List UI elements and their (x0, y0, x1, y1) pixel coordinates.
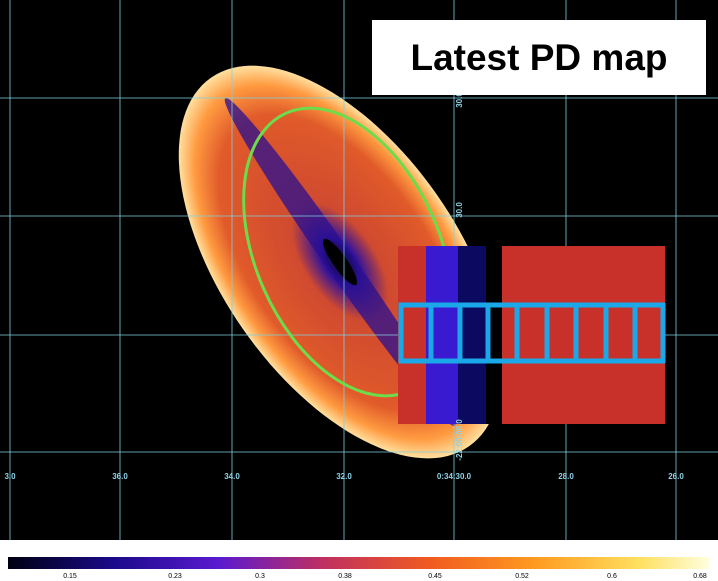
colorbar-label: 0.23 (168, 573, 182, 580)
x-label: 3.0 (4, 472, 16, 481)
x-label: 26.0 (668, 472, 684, 481)
x-label: 0:34:30.0 (437, 472, 472, 481)
colorbar-label: 0.52 (515, 573, 529, 580)
x-label: 34.0 (224, 472, 240, 481)
colorbar (8, 557, 710, 569)
colorbar-label: 0.38 (338, 573, 352, 580)
x-label: 32.0 (336, 472, 352, 481)
x-label: 36.0 (112, 472, 128, 481)
pd-map-view: 3.0 36.0 34.0 32.0 0:34:30.0 28.0 26.0 3… (0, 0, 718, 581)
colorbar-label: 0.68 (693, 573, 707, 580)
y-label: 30.0 (455, 202, 464, 218)
x-label: 28.0 (558, 472, 574, 481)
colorbar-label: 0.45 (428, 573, 442, 580)
colorbar-label: 0.15 (63, 573, 77, 580)
colorbar-label: 0.6 (607, 573, 617, 580)
y-label: -22:00:00.0 (455, 419, 464, 461)
title: Latest PD map (410, 37, 667, 78)
colorbar-label: 0.3 (255, 573, 265, 580)
slit-overlay (398, 246, 665, 424)
